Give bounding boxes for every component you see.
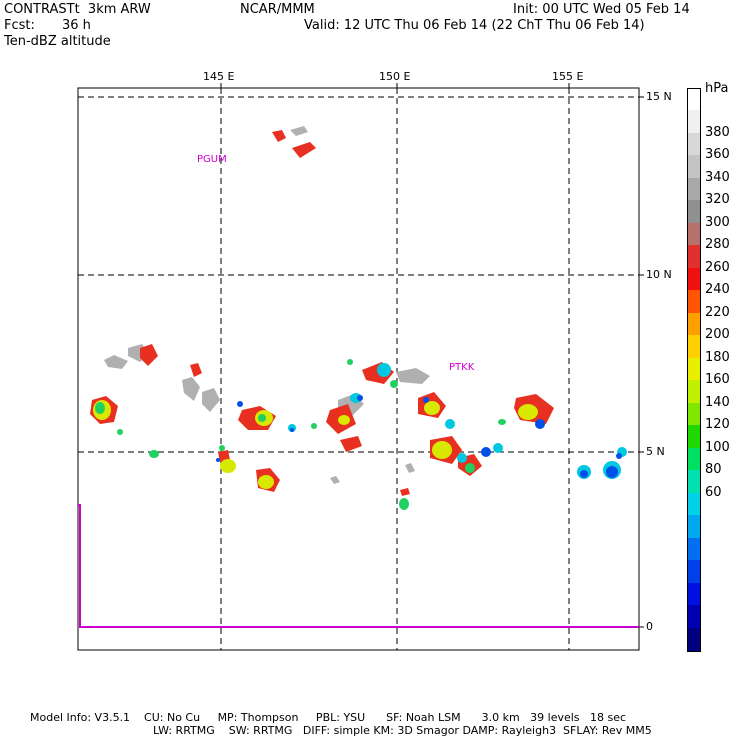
lat-label-5n: 5 N: [646, 445, 665, 458]
colorbar-swatch: [687, 177, 701, 201]
colorbar-level-label: 360: [705, 147, 730, 163]
lat-label-15n: 15 N: [646, 90, 672, 103]
valid-time: Valid: 12 UTC Thu 06 Feb 14 (22 ChT Thu …: [304, 18, 645, 33]
colorbar-level-label: 220: [705, 304, 730, 320]
colorbar-level-label: 200: [705, 327, 730, 343]
colorbar-swatch: [687, 290, 701, 314]
field-name: Ten-dBZ altitude: [4, 34, 111, 49]
colorbar-swatch: [687, 380, 701, 404]
colorbar-level-label: 240: [705, 282, 730, 298]
colorbar-level-label: 380: [705, 124, 730, 140]
colorbar-swatch: [687, 492, 701, 516]
lat-label-0: 0: [646, 620, 653, 633]
lat-lon-grid: [78, 88, 639, 650]
forecast-label: Fcst:: [4, 18, 35, 33]
colorbar-swatch: [687, 627, 701, 652]
colorbar-level-label: 60: [705, 484, 722, 500]
forecast-hours: 36 h: [62, 18, 91, 33]
colorbar-level-label: 300: [705, 214, 730, 230]
colorbar-swatch: [687, 267, 701, 291]
colorbar-swatch: [687, 200, 701, 224]
colorbar-swatch: [687, 110, 701, 134]
station-ptkk: PTKK: [449, 362, 475, 373]
colorbar-swatch: [687, 88, 701, 112]
lon-label-150: 150 E: [379, 70, 411, 83]
colorbar-level-label: 140: [705, 394, 730, 410]
colorbar-swatch: [687, 155, 701, 179]
colorbar-level-label: 280: [705, 237, 730, 253]
colorbar-swatch: [687, 560, 701, 584]
colorbar-swatch: [687, 537, 701, 561]
colorbar-level-label: 100: [705, 439, 730, 455]
echo-patches: [90, 126, 627, 510]
station-markers: PGUM PTKK: [197, 154, 475, 373]
organization-label: NCAR/MMM: [240, 2, 315, 17]
colorbar-swatch: [687, 132, 701, 156]
colorbar-level-label: 260: [705, 259, 730, 275]
colorbar-swatch: [687, 515, 701, 539]
colorbar-level-label: 80: [705, 462, 722, 478]
init-time: Init: 00 UTC Wed 05 Feb 14: [513, 2, 690, 17]
colorbar-level-label: 180: [705, 349, 730, 365]
colorbar-swatch: [687, 222, 701, 246]
boundary-line: [78, 504, 639, 628]
station-pgum: PGUM: [197, 154, 227, 165]
colorbar-level-label: 160: [705, 372, 730, 388]
colorbar-swatch: [687, 335, 701, 359]
colorbar-swatch: [687, 357, 701, 381]
lon-label-155: 155 E: [552, 70, 584, 83]
colorbar-swatch: [687, 402, 701, 426]
colorbar-swatch: [687, 582, 701, 606]
colorbar-unit: hPa: [705, 81, 729, 96]
colorbar-swatch: [687, 447, 701, 471]
colorbar-swatch: [687, 470, 701, 494]
footer-model-info: Model Info: V3.5.1 CU: No Cu MP: Thompso…: [30, 711, 627, 724]
lat-label-10n: 10 N: [646, 268, 672, 281]
lon-label-145: 145 E: [203, 70, 235, 83]
model-title: CONTRASTt 3km ARW: [4, 2, 151, 17]
colorbar-swatch: [687, 605, 701, 629]
colorbar-swatch: [687, 312, 701, 336]
colorbar-level-label: 120: [705, 417, 730, 433]
colorbar-level-label: 340: [705, 169, 730, 185]
colorbar-level-label: 320: [705, 192, 730, 208]
colorbar-swatch: [687, 245, 701, 269]
colorbar-swatch: [687, 425, 701, 449]
footer-physics-info: LW: RRTMG SW: RRTMG DIFF: simple KM: 3D …: [153, 724, 652, 737]
